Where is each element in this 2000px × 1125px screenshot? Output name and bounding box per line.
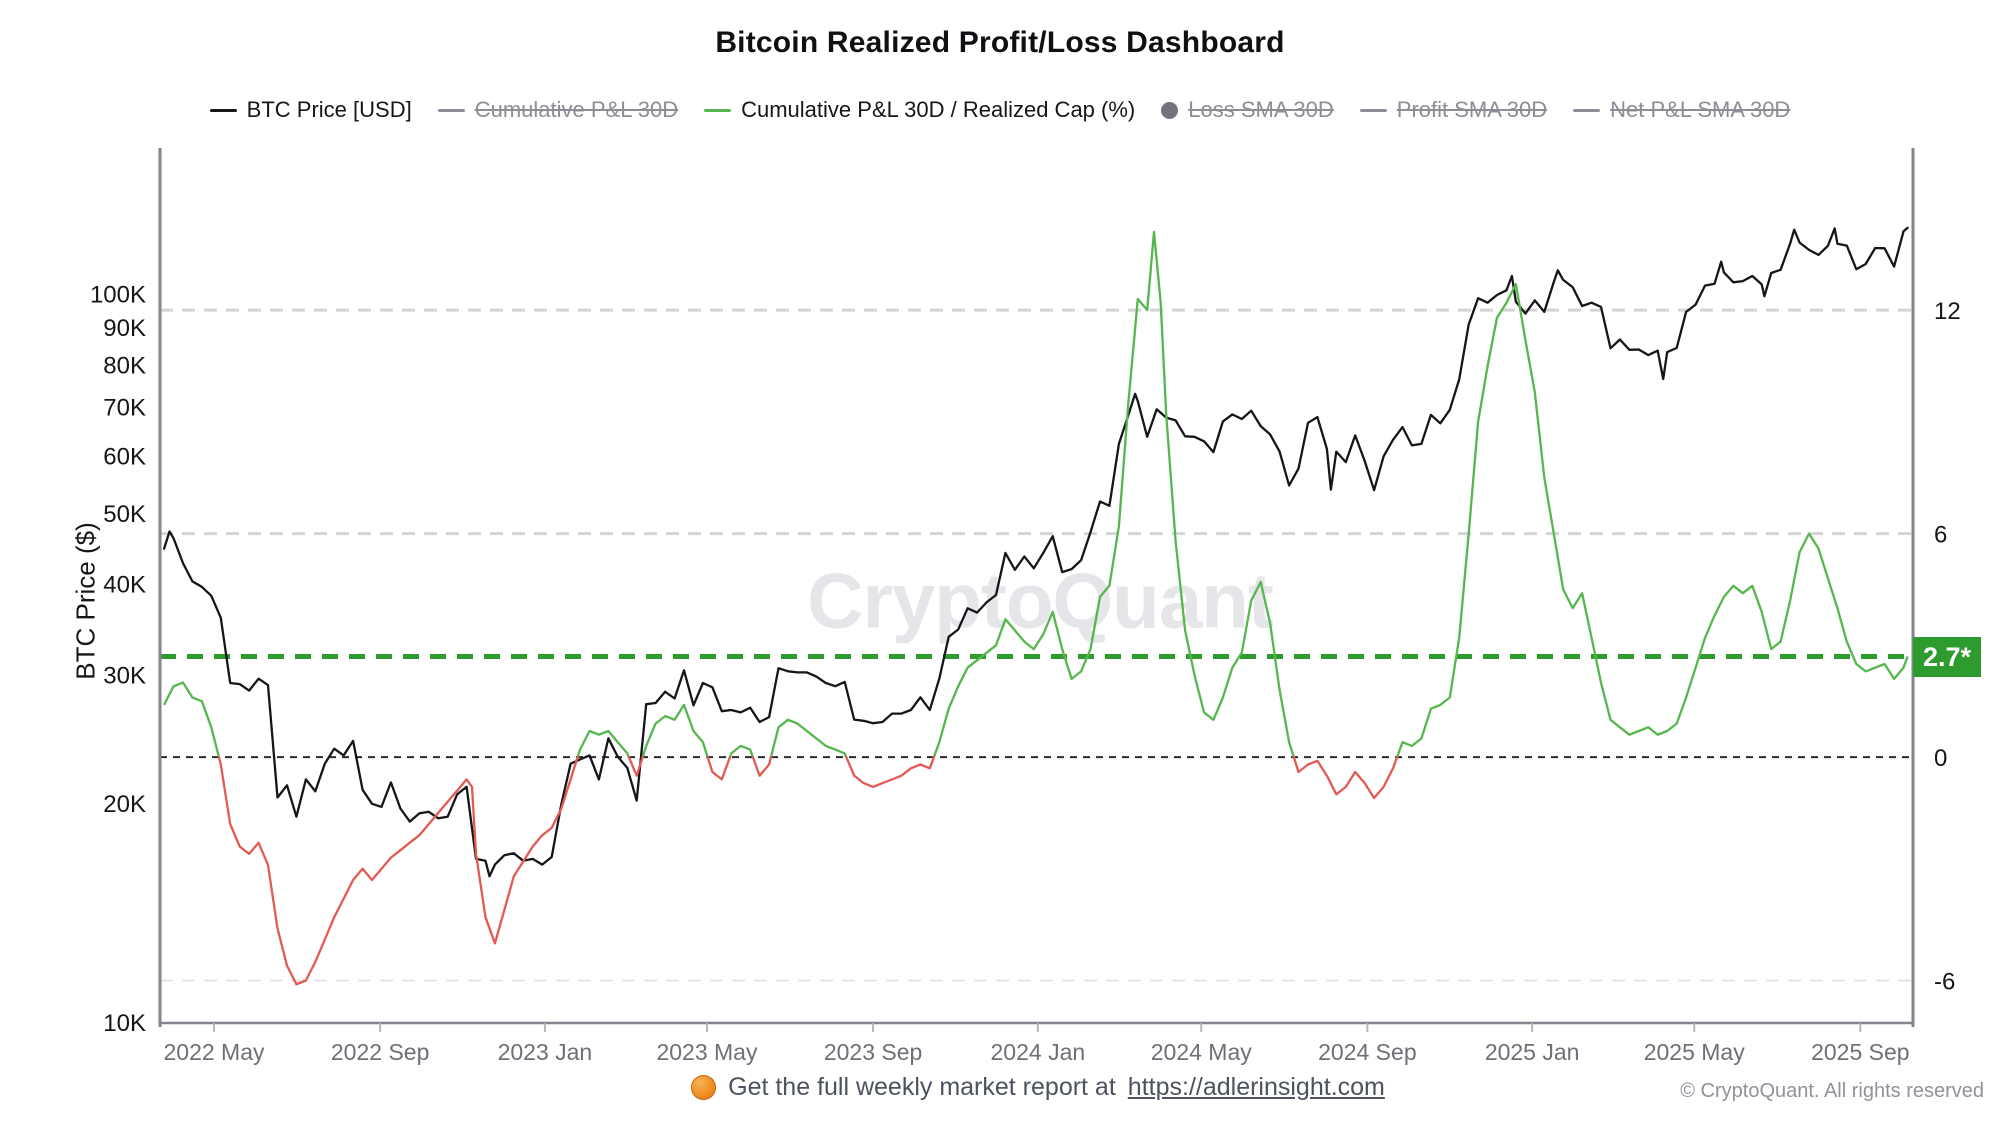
pnl-line-negative — [217, 756, 1399, 986]
orange-circle-icon — [691, 1075, 717, 1100]
y-axis-title: BTC Price ($) — [70, 522, 101, 680]
circle-marker-icon — [1161, 101, 1179, 119]
page-title: Bitcoin Realized Profit/Loss Dashboard — [715, 26, 1285, 59]
footer-report-link[interactable]: https://adlerinsight.com — [1127, 1073, 1385, 1101]
y-left-tick-label: 70K — [103, 395, 146, 422]
copyright-notice: © CryptoQuant. All rights reserved — [1680, 1080, 1984, 1102]
legend-item-cumulative-pnl-realized-cap[interactable]: Cumulative P&L 30D / Realized Cap (%) — [704, 97, 1135, 123]
legend-label: Loss SMA 30D — [1188, 97, 1334, 122]
footer: Get the full weekly market report at htt… — [0, 1073, 2000, 1102]
legend-item-profit-sma[interactable]: Profit SMA 30D — [1359, 97, 1548, 123]
footer-report-text: Get the full weekly market report at — [728, 1073, 1116, 1101]
y-right-tick-label: 12 — [1934, 298, 1961, 325]
line-marker-icon — [209, 108, 237, 112]
legend-item-cumulative-pnl[interactable]: Cumulative P&L 30D — [437, 97, 679, 123]
cryptoquant-watermark: CryptoQuant — [807, 556, 1274, 645]
x-tick-label: 2023 Jan — [498, 1039, 593, 1065]
legend-label: BTC Price [USD] — [246, 97, 412, 122]
y-left-tick-label: 50K — [103, 501, 146, 528]
legend-item-btc-price[interactable]: BTC Price [USD] — [209, 97, 412, 123]
y-right-tick-label: 0 — [1934, 745, 1947, 772]
legend-item-net-pnl-sma[interactable]: Net P&L SMA 30D — [1573, 97, 1790, 123]
y-right-tick-label: -6 — [1934, 969, 1955, 996]
y-left-tick-label: 30K — [103, 663, 146, 690]
legend-item-loss-sma[interactable]: Loss SMA 30D — [1161, 97, 1334, 123]
x-tick-label: 2022 May — [164, 1039, 266, 1065]
x-tick-label: 2024 Jan — [991, 1039, 1086, 1065]
legend-label: Profit SMA 30D — [1396, 97, 1548, 122]
y-left-tick-label: 10K — [103, 1010, 146, 1037]
y-left-tick-label: 80K — [103, 352, 146, 379]
y-left-tick-label: 60K — [103, 443, 146, 470]
x-tick-label: 2025 Jan — [1485, 1039, 1580, 1065]
price-line — [162, 226, 1909, 878]
legend-label: Cumulative P&L 30D — [474, 97, 679, 122]
legend-label: Cumulative P&L 30D / Realized Cap (%) — [741, 97, 1136, 122]
y-left-tick-label: 40K — [103, 572, 146, 599]
line-marker-icon — [704, 108, 732, 112]
x-tick-label: 2025 May — [1644, 1039, 1746, 1065]
x-tick-label: 2023 May — [656, 1039, 758, 1065]
x-tick-label: 2025 Sep — [1811, 1039, 1909, 1065]
x-tick-label: 2023 Sep — [824, 1039, 922, 1065]
y-left-tick-label: 90K — [103, 315, 146, 342]
legend: BTC Price [USD] Cumulative P&L 30D Cumul… — [0, 97, 2000, 123]
x-tick-label: 2024 Sep — [1318, 1039, 1416, 1065]
y-left-tick-label: 20K — [103, 791, 146, 818]
x-tick-label: 2022 Sep — [331, 1039, 429, 1065]
y-right-tick-label: 6 — [1934, 522, 1947, 549]
line-marker-icon — [1359, 108, 1387, 112]
pnl-line-positive — [163, 230, 1909, 758]
line-marker-icon — [1573, 108, 1601, 112]
current-value-badge: 2.7* — [1913, 636, 1982, 677]
x-tick-label: 2024 May — [1151, 1039, 1253, 1065]
line-marker-icon — [437, 108, 465, 112]
y-left-tick-label: 100K — [90, 282, 146, 309]
legend-label: Net P&L SMA 30D — [1610, 97, 1791, 122]
